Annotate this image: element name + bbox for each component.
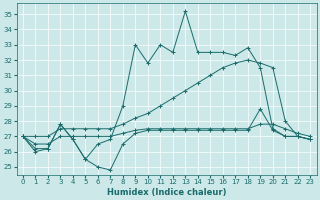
X-axis label: Humidex (Indice chaleur): Humidex (Indice chaleur) (107, 188, 226, 197)
